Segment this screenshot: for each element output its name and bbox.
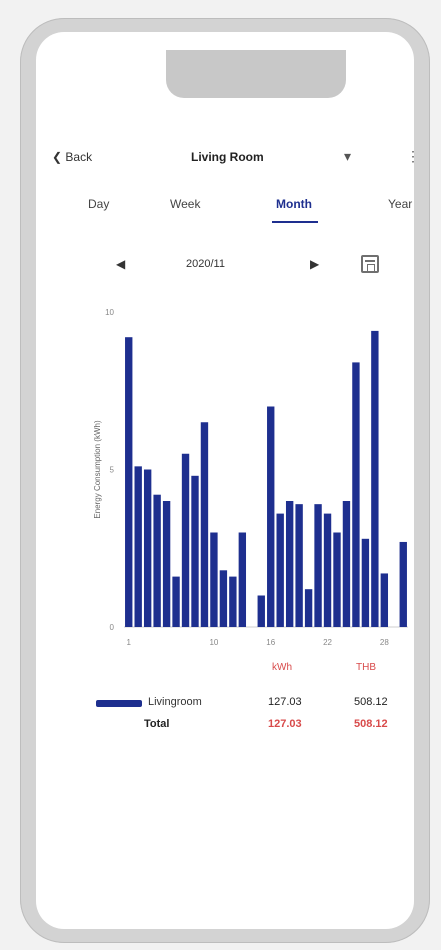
bar[interactable] (323, 513, 332, 627)
tab-week[interactable]: Week (170, 197, 201, 211)
series-name: Livingroom (148, 696, 202, 708)
active-tab-indicator (272, 221, 318, 223)
more-menu-icon[interactable]: ⋮ (406, 148, 414, 164)
energy-chart: Energy Consumption (kWh) 0 5 10 1 10 16 22 28 (56, 302, 414, 652)
bar[interactable] (153, 494, 161, 627)
bar[interactable] (257, 595, 265, 628)
bar[interactable] (304, 589, 313, 627)
bar[interactable] (125, 337, 133, 627)
phone-notch (166, 50, 346, 98)
bar[interactable] (352, 362, 360, 627)
total-kwh: 127.03 (268, 718, 302, 730)
x-tick-label: 10 (209, 638, 218, 647)
y-tick-label: 10 (105, 308, 114, 317)
total-label: Total (144, 718, 170, 730)
bar[interactable] (361, 538, 370, 627)
current-period: 2020/11 (186, 258, 225, 270)
room-dropdown-icon[interactable]: ▾ (344, 148, 352, 164)
bar[interactable] (172, 576, 180, 627)
thb-column-header: THB (356, 662, 376, 673)
legend-swatch (96, 700, 142, 707)
bar[interactable] (238, 532, 247, 628)
bar[interactable] (295, 504, 303, 627)
period-tabs: Day Week Month Year (36, 197, 414, 227)
app-header: ❮ Back Living Room ▾ ⋮ (36, 148, 414, 172)
bar[interactable] (399, 541, 407, 627)
app-screen: ❮ Back Living Room ▾ ⋮ Day Week Month Ye… (36, 32, 414, 929)
bar[interactable] (276, 513, 284, 627)
bar[interactable] (134, 466, 142, 627)
phone-frame: ❮ Back Living Room ▾ ⋮ Day Week Month Ye… (20, 18, 430, 943)
bar[interactable] (371, 330, 379, 627)
energy-bar-chart: Energy Consumption (kWh) 0 5 10 1 10 16 22 28 (93, 308, 408, 647)
bar[interactable] (143, 469, 152, 628)
bar[interactable] (333, 532, 341, 628)
bar[interactable] (162, 501, 171, 627)
y-tick-label: 0 (110, 623, 115, 632)
x-tick-label: 28 (380, 638, 389, 647)
room-title: Living Room (191, 150, 264, 164)
bar[interactable] (380, 573, 389, 627)
next-period-icon[interactable]: ▶ (310, 257, 320, 271)
y-axis-label: Energy Consumption (kWh) (93, 420, 102, 519)
total-thb: 508.12 (354, 718, 388, 730)
bar[interactable] (219, 570, 228, 627)
bar[interactable] (210, 532, 218, 628)
kwh-column-header: kWh (272, 662, 292, 673)
bar[interactable] (200, 422, 209, 627)
bar[interactable] (285, 501, 294, 627)
series-kwh: 127.03 (268, 696, 302, 708)
bar[interactable] (191, 475, 199, 627)
back-button[interactable]: ❮ Back (52, 150, 93, 164)
bar[interactable] (342, 501, 351, 627)
tab-day[interactable]: Day (88, 197, 110, 211)
tab-year[interactable]: Year (388, 197, 413, 211)
date-navigation: ◀ 2020/11 ▶ (36, 255, 414, 283)
calendar-icon[interactable] (361, 255, 379, 273)
tab-month[interactable]: Month (276, 197, 312, 211)
bar[interactable] (229, 576, 237, 627)
bar[interactable] (181, 453, 190, 627)
x-tick-label: 1 (127, 638, 132, 647)
prev-period-icon[interactable]: ◀ (116, 257, 126, 271)
x-tick-label: 16 (266, 638, 275, 647)
bar[interactable] (267, 406, 275, 628)
bar[interactable] (314, 504, 322, 627)
series-thb: 508.12 (354, 696, 388, 708)
y-tick-label: 5 (110, 466, 115, 475)
x-tick-label: 22 (323, 638, 332, 647)
